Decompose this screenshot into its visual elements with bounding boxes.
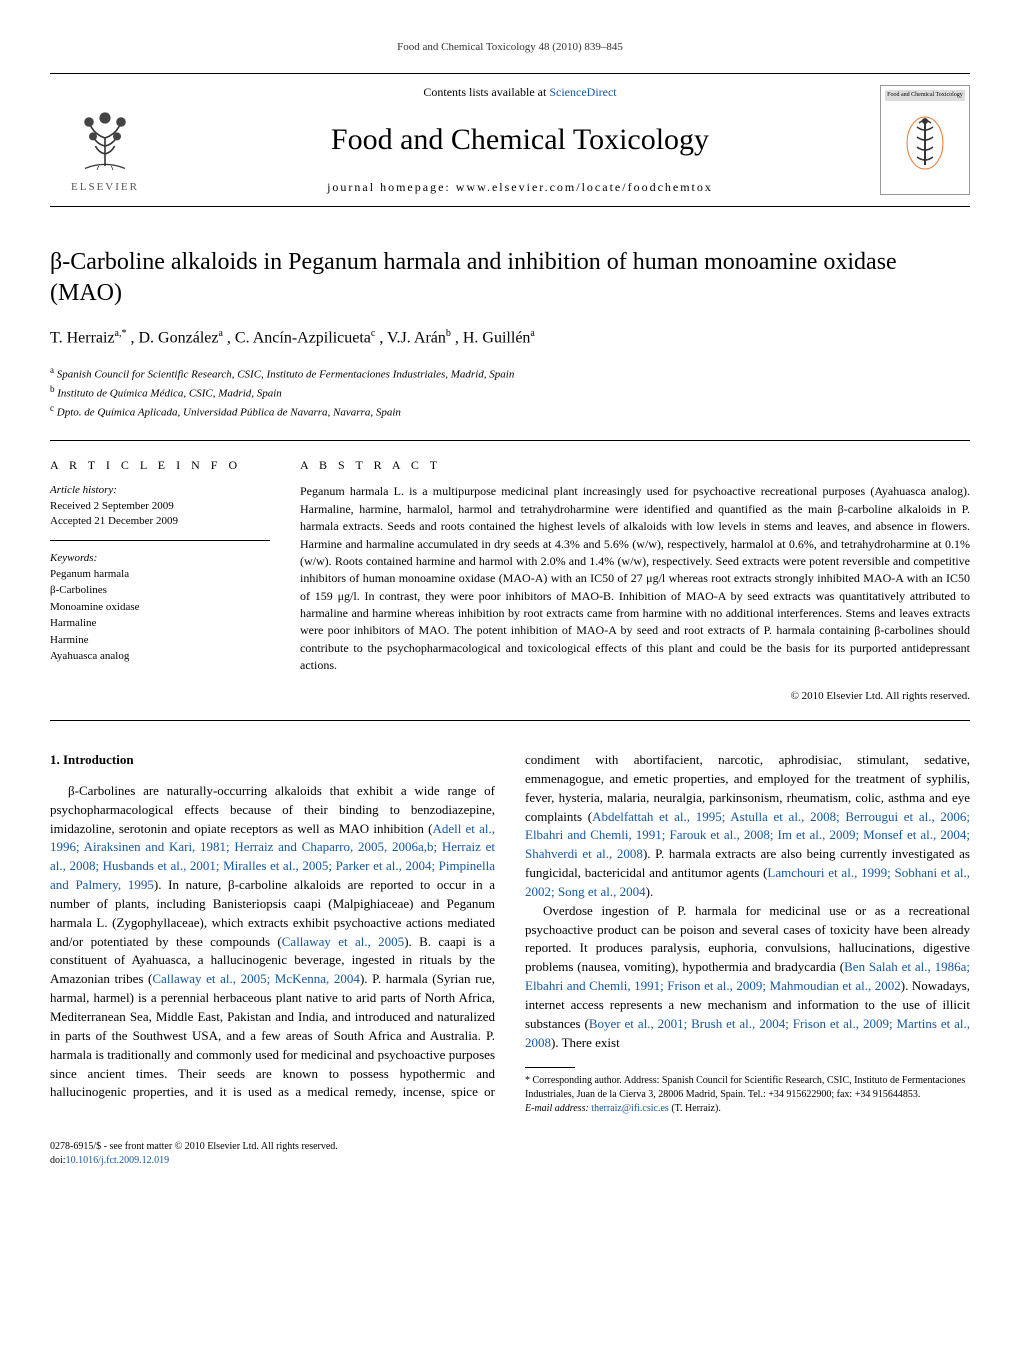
elsevier-tree-icon	[65, 98, 145, 178]
journal-name: Food and Chemical Toxicology	[160, 119, 880, 161]
doi-link[interactable]: 10.1016/j.fct.2009.12.019	[66, 1155, 170, 1166]
cover-title: Food and Chemical Toxicology	[885, 90, 965, 101]
email-footnote: E-mail address: therraiz@ifi.csic.es (T.…	[525, 1102, 970, 1116]
keywords-list: Peganum harmala β-Carbolines Monoamine o…	[50, 566, 270, 665]
affiliation-c: Dpto. de Química Aplicada, Universidad P…	[57, 407, 401, 419]
journal-cover-thumbnail: Food and Chemical Toxicology	[880, 85, 970, 195]
section-1-heading: 1. Introduction	[50, 751, 495, 770]
email-label: E-mail address:	[525, 1103, 591, 1114]
corresponding-author-footnote: * Corresponding author. Address: Spanish…	[525, 1074, 970, 1102]
article-info-heading: A R T I C L E I N F O	[50, 457, 270, 474]
abstract-text: Peganum harmala L. is a multipurpose med…	[300, 483, 970, 674]
cover-caduceus-icon	[903, 113, 947, 173]
footer-front-matter: 0278-6915/$ - see front matter © 2010 El…	[50, 1140, 970, 1154]
doi-label: doi:	[50, 1155, 66, 1166]
publisher-name: ELSEVIER	[71, 180, 139, 195]
running-header: Food and Chemical Toxicology 48 (2010) 8…	[50, 40, 970, 55]
author-1-affil: a,*	[115, 328, 127, 339]
article-history-block: Article history: Received 2 September 20…	[50, 483, 270, 540]
sciencedirect-link[interactable]: ScienceDirect	[549, 85, 616, 99]
info-abstract-row: A R T I C L E I N F O Article history: R…	[50, 440, 970, 721]
footnote-separator	[525, 1067, 575, 1068]
keyword: Peganum harmala	[50, 566, 270, 583]
abstract-heading: A B S T R A C T	[300, 457, 970, 474]
citation[interactable]: Callaway et al., 2005	[282, 934, 404, 949]
contents-available-line: Contents lists available at ScienceDirec…	[160, 84, 880, 101]
affiliation-b: Instituto de Química Médica, CSIC, Madri…	[57, 388, 282, 400]
author-2-affil: a	[218, 328, 222, 339]
keyword: Monoamine oxidase	[50, 599, 270, 616]
author-4-affil: b	[446, 328, 451, 339]
footnote-text: Corresponding author. Address: Spanish C…	[525, 1075, 965, 1100]
article-title: β-Carboline alkaloids in Peganum harmala…	[50, 247, 970, 309]
intro-paragraph-2: Overdose ingestion of P. harmala for med…	[525, 902, 970, 1053]
article-info: A R T I C L E I N F O Article history: R…	[50, 457, 270, 704]
history-label: Article history:	[50, 483, 270, 498]
received-date: Received 2 September 2009	[50, 499, 270, 514]
corresponding-email-link[interactable]: therraiz@ifi.csic.es	[591, 1103, 669, 1114]
author-5-affil: a	[530, 328, 534, 339]
page-footer: 0278-6915/$ - see front matter © 2010 El…	[50, 1140, 970, 1168]
abstract-copyright: © 2010 Elsevier Ltd. All rights reserved…	[300, 689, 970, 704]
contents-prefix: Contents lists available at	[423, 85, 549, 99]
affiliations: a Spanish Council for Scientific Researc…	[50, 364, 970, 421]
journal-homepage: journal homepage: www.elsevier.com/locat…	[160, 179, 880, 196]
p1-text-a: β-Carbolines are naturally-occurring alk…	[50, 783, 495, 836]
footnote-star: *	[525, 1075, 533, 1086]
author-3-affil: c	[371, 328, 375, 339]
author-5: , H. Guillén	[455, 330, 531, 347]
keyword: β-Carbolines	[50, 582, 270, 599]
publisher-logo-block: ELSEVIER	[50, 85, 160, 195]
body-two-column: 1. Introduction β-Carbolines are natural…	[50, 751, 970, 1116]
keywords-label: Keywords:	[50, 551, 270, 566]
keyword: Harmine	[50, 632, 270, 649]
affiliation-a: Spanish Council for Scientific Research,…	[57, 369, 515, 381]
email-suffix: (T. Herraiz).	[669, 1103, 721, 1114]
abstract: A B S T R A C T Peganum harmala L. is a …	[300, 457, 970, 704]
masthead-center: Contents lists available at ScienceDirec…	[160, 84, 880, 196]
author-4: , V.J. Arán	[379, 330, 446, 347]
p2-text-c: ). There exist	[551, 1035, 620, 1050]
accepted-date: Accepted 21 December 2009	[50, 514, 270, 529]
author-2: , D. González	[131, 330, 219, 347]
author-3: , C. Ancín-Azpilicueta	[227, 330, 371, 347]
p1-text-g: ).	[646, 884, 654, 899]
authors-line: T. Herraiza,* , D. Gonzáleza , C. Ancín-…	[50, 327, 970, 350]
citation[interactable]: Callaway et al., 2005; McKenna, 2004	[152, 971, 360, 986]
keywords-block: Keywords: Peganum harmala β-Carbolines M…	[50, 551, 270, 675]
keyword: Ayahuasca analog	[50, 648, 270, 665]
author-1: T. Herraiz	[50, 330, 115, 347]
keyword: Harmaline	[50, 615, 270, 632]
masthead: ELSEVIER Contents lists available at Sci…	[50, 73, 970, 207]
